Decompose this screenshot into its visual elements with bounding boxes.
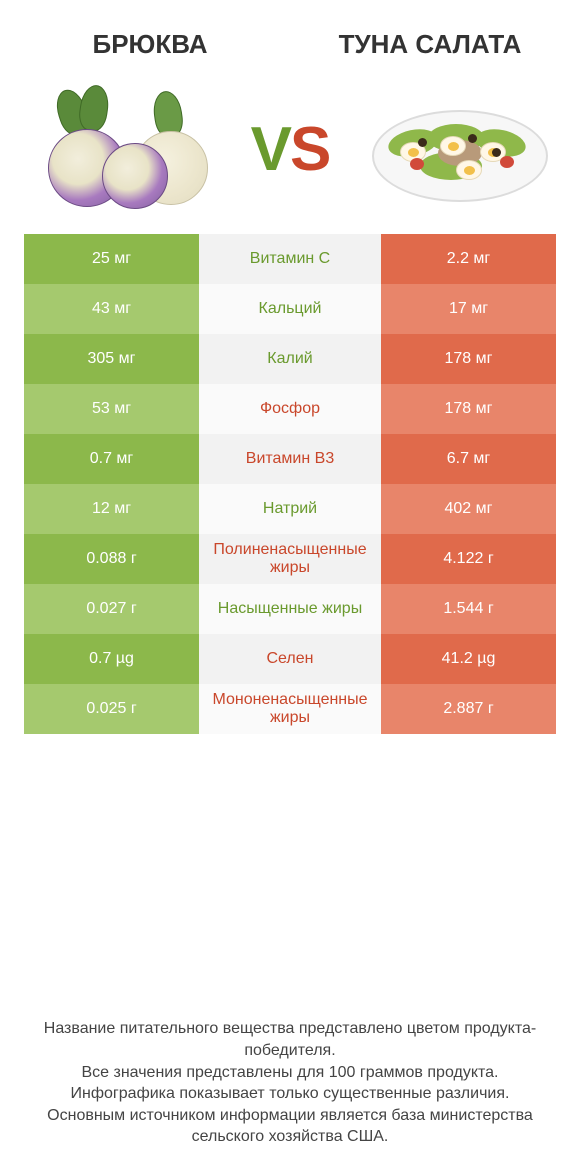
table-row: 53 мгФосфор178 мг — [24, 384, 556, 434]
images-row: VS — [0, 70, 580, 226]
table-row: 0.7 µgСелен41.2 µg — [24, 634, 556, 684]
right-value: 41.2 µg — [381, 634, 556, 684]
right-value: 2.887 г — [381, 684, 556, 734]
table-row: 305 мгКалий178 мг — [24, 334, 556, 384]
table-row: 0.027 гНасыщенные жиры1.544 г — [24, 584, 556, 634]
right-value: 402 мг — [381, 484, 556, 534]
table-row: 0.7 мгВитамин B36.7 мг — [24, 434, 556, 484]
table-row: 0.025 гМононенасыщенные жиры2.887 г — [24, 684, 556, 734]
left-value: 25 мг — [24, 234, 199, 284]
footnotes: Название питательного вещества представл… — [0, 1018, 580, 1148]
nutrient-label: Мононенасыщенные жиры — [199, 684, 381, 734]
right-title: ТУНА САЛАТА — [320, 30, 540, 60]
left-title: БРЮКВА — [40, 30, 260, 60]
right-value: 1.544 г — [381, 584, 556, 634]
comparison-table: 25 мгВитамин C2.2 мг43 мгКальций17 мг305… — [0, 226, 580, 734]
right-value: 2.2 мг — [381, 234, 556, 284]
left-value: 53 мг — [24, 384, 199, 434]
left-value: 0.025 г — [24, 684, 199, 734]
nutrient-label: Кальций — [199, 284, 381, 334]
left-value: 0.027 г — [24, 584, 199, 634]
left-value: 0.088 г — [24, 534, 199, 584]
right-value: 178 мг — [381, 384, 556, 434]
left-food-image — [30, 80, 210, 220]
footnote-line: Инфографика показывает только существенн… — [28, 1083, 552, 1105]
tuna-salad-icon — [372, 90, 548, 210]
vs-v: V — [251, 114, 290, 185]
table-row: 43 мгКальций17 мг — [24, 284, 556, 334]
rutabaga-icon — [40, 85, 200, 215]
nutrient-label: Витамин C — [199, 234, 381, 284]
nutrient-label: Фосфор — [199, 384, 381, 434]
right-value: 17 мг — [381, 284, 556, 334]
right-value: 6.7 мг — [381, 434, 556, 484]
left-value: 0.7 мг — [24, 434, 199, 484]
nutrient-label: Натрий — [199, 484, 381, 534]
vs-label: VS — [251, 114, 330, 185]
nutrient-label: Калий — [199, 334, 381, 384]
left-value: 43 мг — [24, 284, 199, 334]
footnote-line: Все значения представлены для 100 граммо… — [28, 1062, 552, 1084]
header: БРЮКВА ТУНА САЛАТА — [0, 0, 580, 70]
footnote-line: Основным источником информации является … — [28, 1105, 552, 1148]
right-value: 4.122 г — [381, 534, 556, 584]
left-value: 305 мг — [24, 334, 199, 384]
table-row: 12 мгНатрий402 мг — [24, 484, 556, 534]
nutrient-label: Витамин B3 — [199, 434, 381, 484]
right-food-image — [370, 80, 550, 220]
nutrient-label: Насыщенные жиры — [199, 584, 381, 634]
vs-s: S — [290, 114, 329, 185]
table-row: 25 мгВитамин C2.2 мг — [24, 234, 556, 284]
nutrient-label: Селен — [199, 634, 381, 684]
left-value: 0.7 µg — [24, 634, 199, 684]
footnote-line: Название питательного вещества представл… — [28, 1018, 552, 1061]
nutrient-label: Полиненасыщенные жиры — [199, 534, 381, 584]
right-value: 178 мг — [381, 334, 556, 384]
left-value: 12 мг — [24, 484, 199, 534]
table-row: 0.088 гПолиненасыщенные жиры4.122 г — [24, 534, 556, 584]
